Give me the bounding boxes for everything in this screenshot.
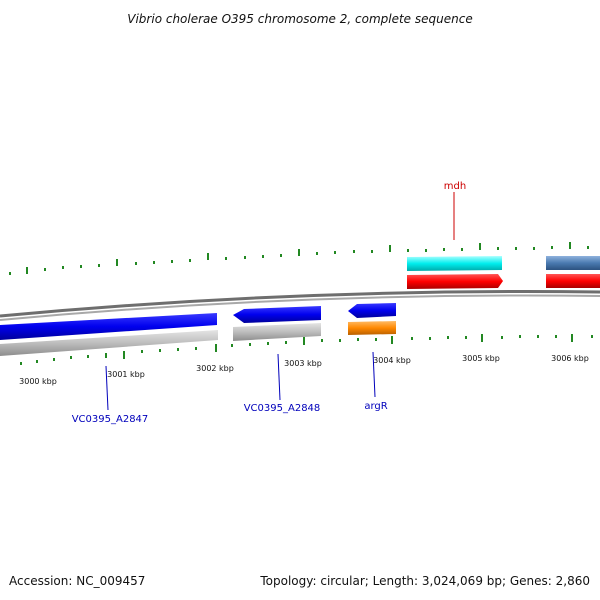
inner-tick-row bbox=[20, 334, 593, 365]
backbone-inner-line bbox=[0, 294, 600, 321]
leader-line-vc0395-a2847 bbox=[105, 365, 109, 411]
gene-label-vc0395-a2848[interactable]: VC0395_A2848 bbox=[244, 403, 321, 414]
scale-label-3005: 3005 kbp bbox=[462, 354, 500, 363]
gene-arrow-argr[interactable] bbox=[348, 303, 396, 318]
gene-bar-cyan-mdh[interactable] bbox=[407, 256, 502, 271]
map-title: Vibrio cholerae O395 chromosome 2, compl… bbox=[127, 12, 472, 26]
scale-label-3000: 3000 kbp bbox=[19, 377, 57, 386]
scale-label-3001: 3001 kbp bbox=[107, 370, 145, 379]
gene-arrow-vc0395-a2848[interactable] bbox=[233, 306, 321, 323]
scale-label-3002: 3002 kbp bbox=[196, 364, 234, 373]
scale-label-3004: 3004 kbp bbox=[373, 356, 411, 365]
gene-bar-gray-middle[interactable] bbox=[233, 323, 321, 341]
leader-line-vc0395-a2848 bbox=[277, 353, 281, 401]
gene-bar-blue-left[interactable] bbox=[0, 313, 217, 340]
gene-bar-red-right[interactable] bbox=[546, 274, 600, 288]
gene-label-argr[interactable]: argR bbox=[364, 401, 387, 412]
gene-bar-gray-left[interactable] bbox=[0, 330, 218, 356]
gene-bar-orange[interactable] bbox=[348, 321, 396, 335]
backbone-outer-line bbox=[0, 290, 600, 318]
gene-bar-steelblue-right[interactable] bbox=[546, 256, 600, 270]
scale-label-3006: 3006 kbp bbox=[551, 354, 589, 363]
accession-text: Accession: NC_009457 bbox=[9, 574, 146, 588]
leader-line-argr bbox=[372, 351, 376, 398]
gene-arrow-mdh[interactable] bbox=[407, 274, 503, 289]
gene-label-mdh[interactable]: mdh bbox=[444, 181, 466, 192]
scale-label-3003: 3003 kbp bbox=[284, 359, 322, 368]
outer-tick-row bbox=[9, 242, 589, 275]
summary-text: Topology: circular; Length: 3,024,069 bp… bbox=[260, 574, 590, 588]
gene-label-vc0395-a2847[interactable]: VC0395_A2847 bbox=[72, 414, 149, 425]
